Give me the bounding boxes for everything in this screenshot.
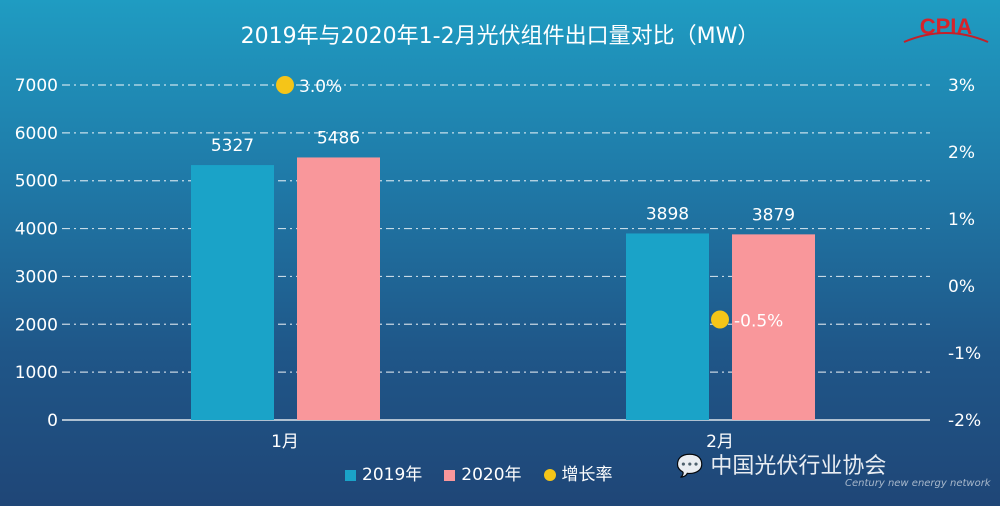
watermark-site: Century new energy network [845, 478, 991, 489]
y2-tick-label: 1% [948, 210, 975, 230]
y2-tick-label: 2% [948, 143, 975, 163]
legend-swatch [444, 469, 456, 481]
legend-swatch [345, 469, 356, 481]
legend-item-growth: 增长率 [543, 460, 613, 485]
legend-dot [543, 469, 556, 481]
y2-tick-label: -1% [948, 344, 981, 364]
legend: 2019年 2020年 增长率 [345, 460, 613, 485]
growth-data-label: 3.0% [299, 77, 342, 97]
y2-tick-label: -2% [948, 411, 981, 431]
cpia-logo: CPIA [900, 6, 992, 52]
y-tick-label: 3000 [15, 267, 58, 287]
growth-point [711, 310, 729, 329]
chart-title: 2019年与2020年1-2月光伏组件出口量对比（MW） [240, 24, 760, 49]
y-tick-label: 7000 [15, 76, 58, 96]
y2-tick-label: 3% [948, 76, 975, 96]
y-tick-label: 1000 [15, 363, 58, 383]
bar-2019年 [191, 165, 274, 420]
bar-data-label: 3898 [646, 204, 689, 224]
bar-data-label: 5486 [317, 128, 360, 148]
y-tick-label: 6000 [15, 124, 58, 144]
bar-2020年 [732, 234, 815, 420]
legend-item-2020: 2020年 [444, 460, 522, 485]
bar-data-label: 5327 [211, 136, 254, 156]
y-tick-label: 0 [47, 411, 58, 431]
bar-data-label: 3879 [752, 205, 795, 225]
y-tick-label: 5000 [15, 172, 58, 192]
bar-2019年 [626, 233, 709, 420]
growth-point [276, 76, 294, 94]
bar-2020年 [297, 157, 380, 420]
watermark: 💬 中国光伏行业协会 [676, 454, 887, 479]
y2-tick-label: 0% [948, 277, 975, 297]
y-tick-label: 4000 [15, 220, 58, 240]
growth-data-label: -0.5% [734, 312, 783, 332]
x-tick-label: 1月 [271, 432, 299, 452]
y-tick-label: 2000 [15, 315, 58, 335]
x-tick-label: 2月 [706, 432, 734, 452]
legend-item-2019: 2019年 [345, 460, 422, 485]
